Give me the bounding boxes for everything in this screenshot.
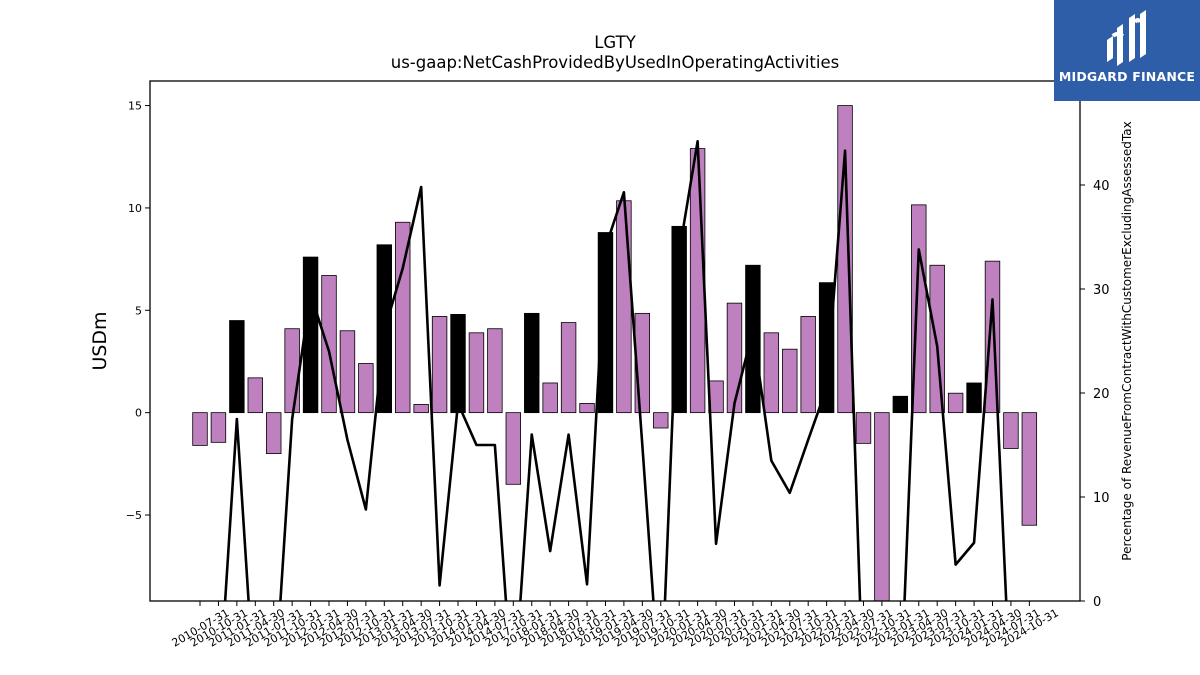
midgard-logo-icon: [1107, 10, 1146, 66]
bar: [929, 264, 945, 414]
plot-area: −50510150102030402010-07-312010-10-31201…: [126, 80, 1110, 650]
y2-tick-label: 20: [1093, 387, 1110, 402]
bar: [1021, 412, 1038, 526]
y-axis-label: USDm: [89, 311, 111, 370]
bar: [579, 403, 595, 414]
bar: [874, 412, 890, 601]
bar: [505, 412, 522, 485]
bar: [524, 312, 540, 414]
y2-tick-label: 40: [1093, 179, 1110, 194]
bar: [450, 313, 466, 414]
bar: [763, 332, 780, 414]
chart-title: LGTY: [594, 33, 636, 52]
bar: [431, 316, 448, 414]
y2-tick-label: 30: [1093, 283, 1110, 298]
y2-tick-label: 0: [1093, 595, 1101, 610]
bar: [358, 363, 374, 414]
bar: [818, 282, 835, 414]
bar: [266, 412, 282, 454]
bar: [966, 382, 982, 414]
bar: [597, 232, 614, 414]
y2-axis-label: Percentage of RevenueFromContractWithCus…: [1120, 121, 1134, 560]
y2-tick-label: 10: [1093, 491, 1110, 506]
plot-frame: [149, 80, 1081, 602]
brand-logo: MIDGARD FINANCE: [1054, 0, 1200, 101]
bar: [726, 302, 743, 414]
bar: [855, 412, 872, 444]
bar: [616, 200, 632, 414]
y-tick-label: 10: [128, 202, 142, 215]
bar: [284, 328, 300, 414]
bar: [653, 412, 669, 429]
bar: [782, 348, 798, 414]
chart-subtitle: us-gaap:NetCashProvidedByUsedInOperating…: [391, 53, 839, 72]
bar: [468, 332, 485, 414]
bar: [321, 275, 337, 414]
bar: [192, 412, 208, 446]
bar: [542, 382, 558, 414]
bar: [339, 330, 356, 414]
bar: [487, 328, 503, 414]
bar: [247, 377, 263, 414]
bar: [395, 221, 411, 414]
bar: [229, 320, 245, 414]
y-tick-label: 15: [128, 100, 142, 113]
y-tick-label: 0: [135, 407, 142, 420]
brand-name: MIDGARD FINANCE: [1058, 69, 1196, 84]
bar: [947, 392, 964, 414]
bar: [892, 395, 909, 414]
bar: [1003, 412, 1019, 449]
line-series: [223, 140, 1008, 601]
bar: [413, 404, 429, 414]
y-tick-label: −5: [126, 509, 142, 522]
bar: [210, 412, 227, 443]
y-tick-label: 5: [135, 304, 142, 317]
bar: [560, 322, 577, 414]
bar: [800, 316, 816, 414]
